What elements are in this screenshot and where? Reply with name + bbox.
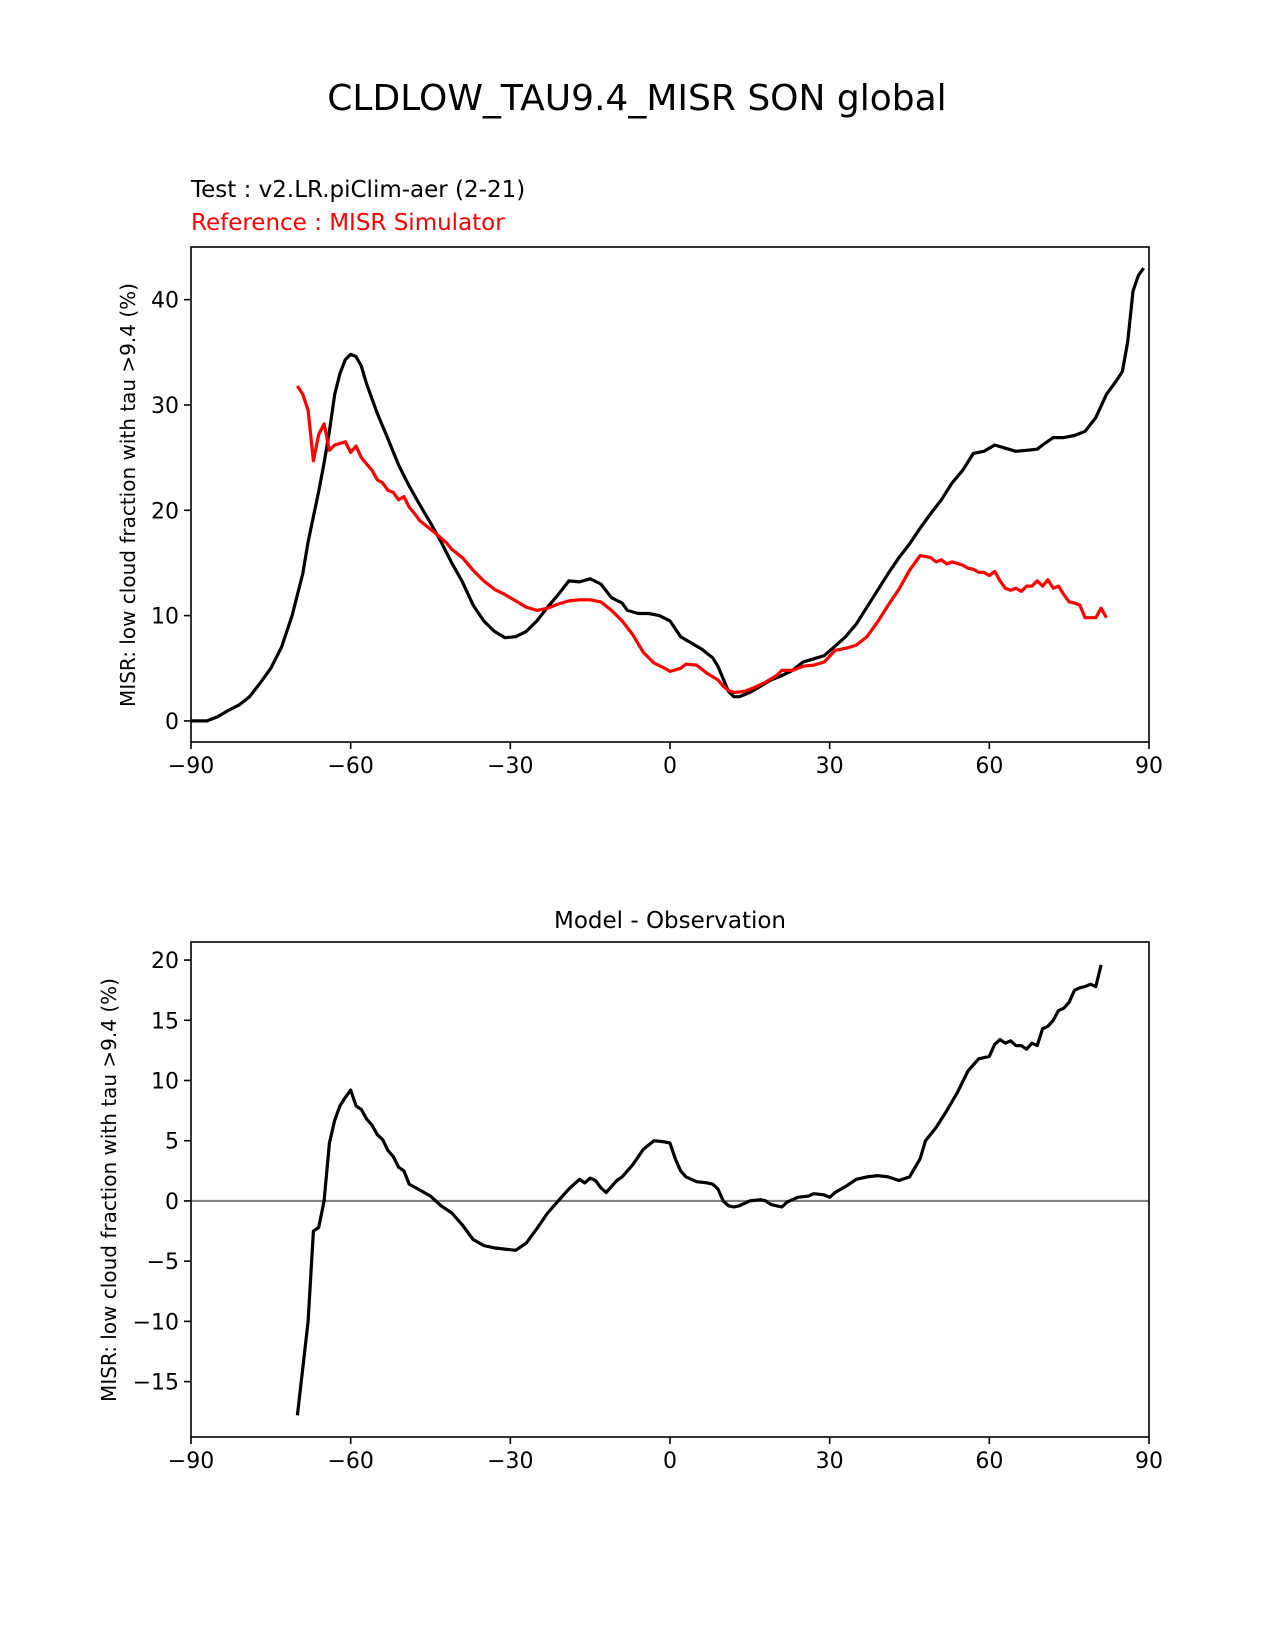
top-y-tick-label: 30 bbox=[151, 394, 179, 419]
top-series-line-1 bbox=[296, 385, 1108, 695]
bot-y-tick-label: −15 bbox=[133, 1371, 179, 1396]
top-y-tick-label: 40 bbox=[151, 289, 179, 314]
bottom-panel-title: Model - Observation bbox=[554, 908, 786, 934]
reference-label: Reference : MISR Simulator bbox=[191, 210, 505, 236]
bot-x-tick-label: 60 bbox=[975, 1449, 1003, 1474]
top-y-axis-label: MISR: low cloud fraction with tau >9.4 (… bbox=[116, 283, 140, 707]
top-x-tick-label: −90 bbox=[168, 754, 214, 779]
top-y-tick-label: 20 bbox=[151, 499, 179, 524]
top-x-tick-label: −60 bbox=[327, 754, 373, 779]
top-series-line-0 bbox=[191, 267, 1145, 723]
bot-y-tick-label: 5 bbox=[165, 1130, 179, 1155]
bottom-y-axis-label: MISR: low cloud fraction with tau >9.4 (… bbox=[97, 978, 121, 1402]
bot-x-tick-label: −60 bbox=[327, 1449, 373, 1474]
top-plot-frame bbox=[190, 246, 1150, 743]
top-x-tick-label: 60 bbox=[975, 754, 1003, 779]
figure-title: CLDLOW_TAU9.4_MISR SON global bbox=[327, 78, 946, 119]
bot-y-tick-label: −10 bbox=[133, 1310, 179, 1335]
top-y-tick-label: 10 bbox=[151, 605, 179, 630]
top-x-tick-label: 30 bbox=[816, 754, 844, 779]
top-x-tick-label: −30 bbox=[487, 754, 533, 779]
bot-x-tick-label: 30 bbox=[816, 1449, 844, 1474]
bot-y-tick-label: −5 bbox=[147, 1250, 179, 1275]
bot-y-tick-label: 10 bbox=[151, 1070, 179, 1095]
top-y-tick-label: 0 bbox=[165, 710, 179, 735]
bottom-plot-frame bbox=[190, 941, 1150, 1438]
bot-x-tick-label: 0 bbox=[663, 1449, 677, 1474]
top-x-tick-label: 0 bbox=[663, 754, 677, 779]
top-panel: Test : v2.LR.piClim-aer (2-21) Reference… bbox=[116, 177, 1163, 779]
bot-y-tick-label: 15 bbox=[151, 1009, 179, 1034]
bot-y-tick-label: 0 bbox=[165, 1190, 179, 1215]
bot-x-tick-label: −90 bbox=[168, 1449, 214, 1474]
bottom-panel: Model - Observation −15 −10 −5 0 5 10 15 20 −90… bbox=[97, 908, 1163, 1474]
bot-x-tick-label: 90 bbox=[1135, 1449, 1163, 1474]
bot-series-line-0 bbox=[295, 964, 1103, 1416]
bot-x-tick-label: −30 bbox=[487, 1449, 533, 1474]
test-label: Test : v2.LR.piClim-aer (2-21) bbox=[190, 177, 525, 203]
bot-y-tick-label: 20 bbox=[151, 949, 179, 974]
top-x-tick-label: 90 bbox=[1135, 754, 1163, 779]
